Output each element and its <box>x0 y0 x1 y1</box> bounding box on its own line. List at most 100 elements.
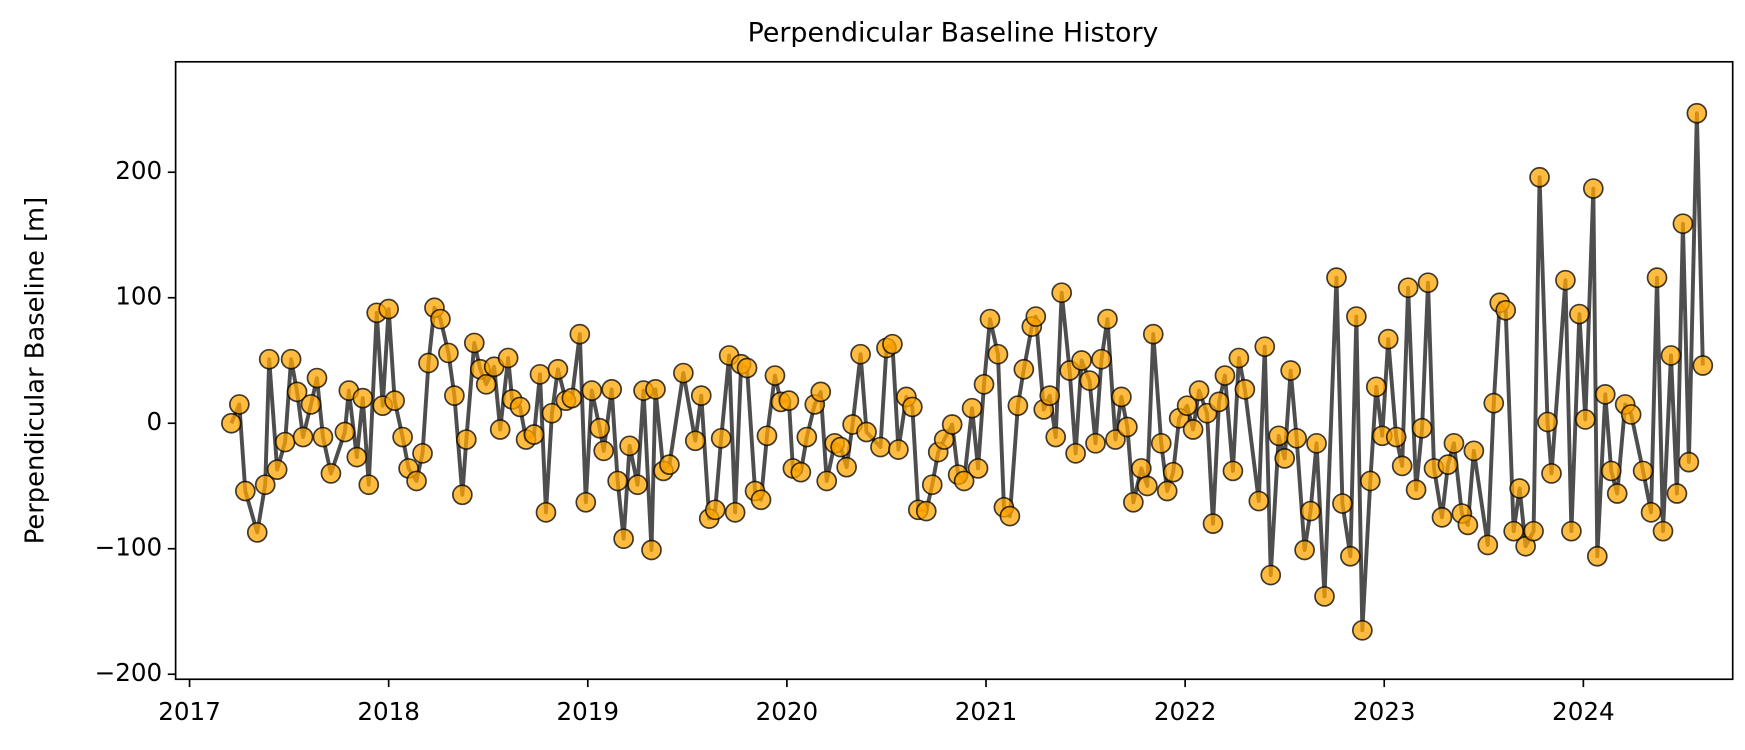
data-point <box>645 379 666 400</box>
y-tick-label: −100 <box>95 533 163 562</box>
data-point <box>1130 458 1152 479</box>
x-tick-label: 2022 <box>1154 697 1217 726</box>
data-point <box>547 358 569 380</box>
x-tick-label: 2017 <box>158 697 221 726</box>
data-point <box>1457 514 1479 536</box>
data-point <box>1150 432 1172 454</box>
data-point <box>790 461 812 483</box>
data-point <box>1495 299 1517 321</box>
data-point <box>274 431 296 453</box>
x-tick-label: 2019 <box>556 697 619 726</box>
data-point <box>619 435 640 457</box>
data-point <box>1477 534 1499 556</box>
data-point <box>1332 493 1353 514</box>
data-point <box>1365 376 1387 398</box>
data-point <box>901 396 923 418</box>
data-point <box>1391 455 1413 477</box>
data-point <box>778 390 800 411</box>
data-point <box>999 505 1021 527</box>
data-point <box>497 347 519 369</box>
data-point <box>1274 448 1296 469</box>
data-point <box>1051 282 1073 304</box>
data-point <box>921 474 943 496</box>
data-point <box>1340 545 1361 567</box>
data-point <box>1248 490 1270 512</box>
data-point <box>1437 454 1459 475</box>
data-point <box>358 474 380 496</box>
data-point <box>1417 272 1439 294</box>
data-point <box>1541 463 1562 484</box>
data-point <box>523 424 545 445</box>
data-point <box>1632 460 1654 482</box>
data-point <box>613 528 634 550</box>
data-point <box>1503 520 1525 542</box>
data-point <box>1188 380 1210 401</box>
data-point <box>1280 360 1302 381</box>
data-point <box>1156 480 1178 502</box>
data-point <box>1222 460 1244 482</box>
data-point <box>1672 213 1694 235</box>
data-point <box>561 387 583 409</box>
data-point <box>1411 417 1433 439</box>
data-point <box>535 501 557 523</box>
data-point <box>961 397 983 419</box>
data-point <box>1039 385 1061 406</box>
data-point <box>254 474 276 496</box>
data-point <box>384 390 405 411</box>
data-point <box>352 387 374 409</box>
data-point <box>882 333 903 355</box>
data-point <box>1117 416 1138 438</box>
data-point <box>455 429 477 450</box>
data-point <box>286 381 308 403</box>
data-point <box>1678 451 1700 473</box>
data-point <box>659 454 680 475</box>
data-point <box>979 308 1001 330</box>
data-point <box>1097 308 1118 330</box>
data-point <box>292 426 314 448</box>
data-point <box>1555 269 1576 291</box>
data-point <box>1268 425 1290 447</box>
data-point <box>346 446 368 468</box>
data-point <box>915 500 937 522</box>
y-tick-label: 100 <box>115 282 162 311</box>
data-point <box>1405 479 1427 501</box>
data-point <box>475 373 497 395</box>
data-point <box>1594 384 1616 405</box>
data-point <box>1346 306 1367 327</box>
data-point <box>684 430 706 452</box>
data-point <box>1561 520 1582 542</box>
data-point <box>1091 348 1112 370</box>
data-point <box>438 342 459 364</box>
data-point <box>1509 478 1530 499</box>
data-point <box>234 480 256 502</box>
data-point <box>816 470 838 492</box>
data-point <box>756 425 778 447</box>
data-point <box>1666 483 1688 504</box>
data-point <box>1306 432 1327 454</box>
data-point <box>1254 336 1276 358</box>
data-point <box>1523 520 1544 542</box>
data-point <box>1692 355 1714 376</box>
data-point <box>444 385 465 406</box>
data-point <box>1377 328 1399 350</box>
data-point <box>1085 432 1106 454</box>
data-point <box>280 348 302 370</box>
data-point <box>228 394 250 415</box>
data-point <box>1214 365 1236 386</box>
data-point <box>593 440 615 462</box>
data-point <box>463 332 485 354</box>
data-point <box>1646 267 1668 289</box>
data-point <box>870 436 891 458</box>
data-point <box>334 421 356 443</box>
data-point <box>1652 520 1674 542</box>
data-point <box>830 436 852 458</box>
data-point <box>1569 303 1590 325</box>
data-point <box>1582 178 1604 199</box>
data-point <box>1326 267 1347 289</box>
data-point <box>627 474 648 496</box>
data-point <box>1359 470 1381 492</box>
data-point <box>1105 429 1126 450</box>
data-point <box>1065 443 1086 464</box>
data-point <box>1123 491 1144 513</box>
